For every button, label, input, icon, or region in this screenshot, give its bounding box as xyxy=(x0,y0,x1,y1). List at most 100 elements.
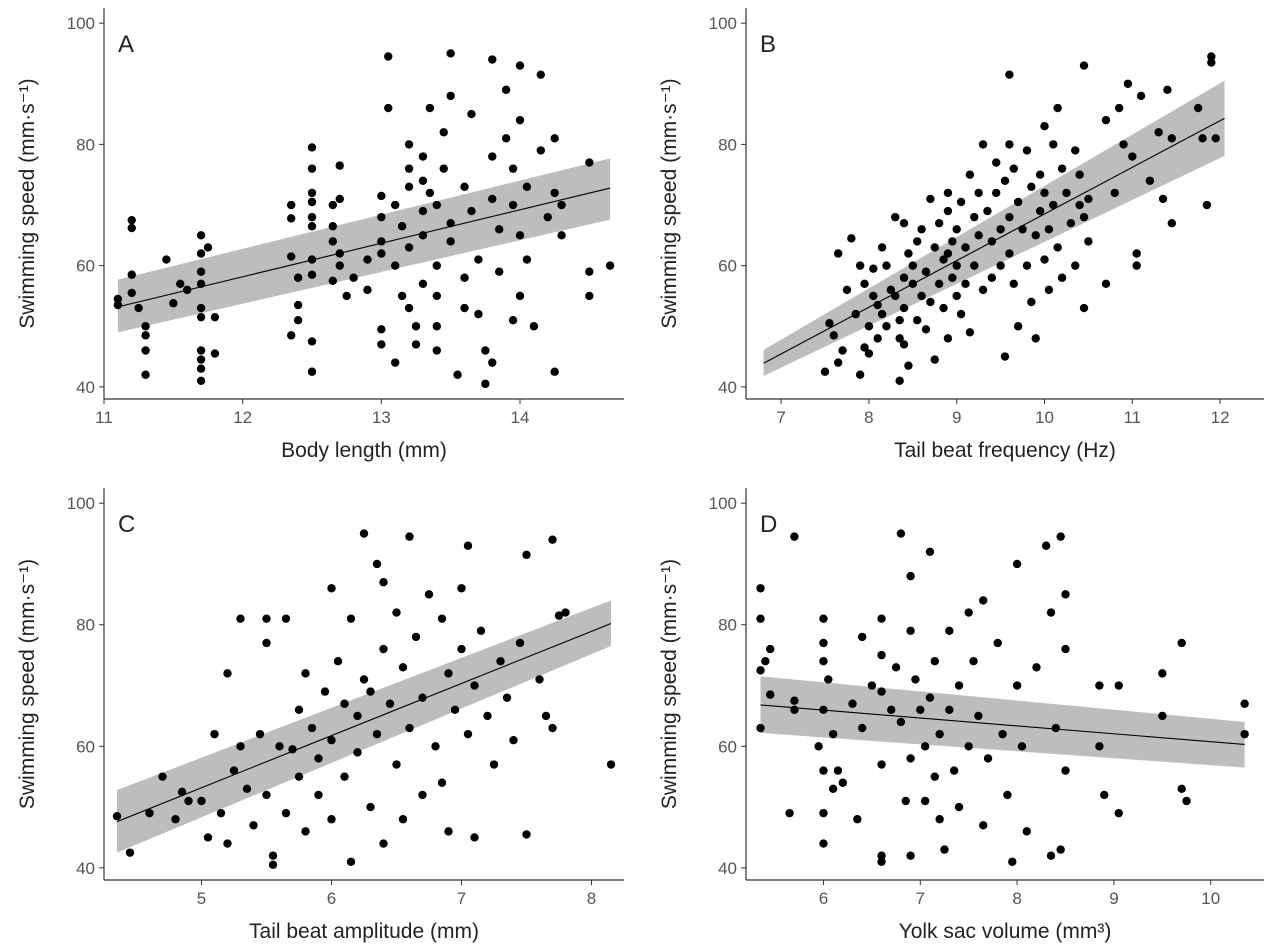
data-point xyxy=(346,614,356,623)
data-point xyxy=(585,158,594,167)
data-point xyxy=(1158,194,1168,204)
data-point xyxy=(1046,851,1056,860)
data-point xyxy=(281,614,291,623)
data-point xyxy=(1240,699,1249,708)
data-point xyxy=(864,349,874,358)
data-point xyxy=(488,358,497,367)
data-point xyxy=(457,644,466,654)
data-point xyxy=(833,766,843,775)
data-point xyxy=(1066,219,1076,228)
data-point xyxy=(908,261,918,270)
data-point xyxy=(158,772,167,781)
data-point xyxy=(996,225,1005,234)
x-axis-label: Tail beat amplitude (mm) xyxy=(249,920,479,943)
data-point xyxy=(1075,170,1084,179)
data-point xyxy=(327,584,336,593)
x-tick-label: 11 xyxy=(1123,408,1141,427)
data-point xyxy=(1100,790,1109,800)
data-point xyxy=(307,222,317,231)
y-tick-label: 100 xyxy=(709,14,737,33)
x-tick-label: 10 xyxy=(1201,889,1220,908)
data-point xyxy=(349,273,358,282)
data-point xyxy=(895,334,904,343)
data-point xyxy=(307,270,317,279)
y-axis-label: Swimming speed (mm·s⁻¹) xyxy=(16,559,39,809)
data-point xyxy=(404,243,414,252)
data-point xyxy=(216,808,226,818)
data-point xyxy=(1027,297,1036,307)
data-point xyxy=(930,772,940,781)
data-point xyxy=(1177,638,1186,648)
data-point xyxy=(432,261,441,270)
data-point xyxy=(1123,79,1133,88)
data-point xyxy=(307,337,317,346)
data-point xyxy=(925,693,935,702)
data-point xyxy=(819,808,828,818)
data-point xyxy=(529,322,539,331)
data-point xyxy=(925,547,935,557)
data-point xyxy=(1009,164,1018,173)
data-point xyxy=(550,188,559,198)
data-point xyxy=(930,243,939,252)
data-point xyxy=(483,711,492,721)
data-point xyxy=(335,249,344,258)
data-point xyxy=(196,346,206,355)
data-point xyxy=(342,291,351,301)
data-point xyxy=(385,699,395,708)
data-point xyxy=(340,699,349,708)
x-axis-label: Body length (mm) xyxy=(281,439,447,462)
data-point xyxy=(460,273,469,282)
data-point xyxy=(886,285,896,295)
data-point xyxy=(814,742,823,751)
data-point xyxy=(474,255,483,264)
y-axis-label: Swimming speed (mm·s⁻¹) xyxy=(658,78,681,328)
x-tick-label: 7 xyxy=(457,889,466,908)
data-point xyxy=(262,614,271,623)
data-point xyxy=(328,276,337,285)
data-point xyxy=(1041,541,1051,550)
data-point xyxy=(908,279,918,289)
x-axis-label: Yolk sac volume (mm³) xyxy=(899,920,1112,943)
data-point xyxy=(508,164,518,173)
data-point xyxy=(1079,212,1089,222)
data-point xyxy=(515,291,525,301)
data-point xyxy=(141,322,150,331)
data-point xyxy=(177,787,187,797)
data-point xyxy=(501,85,511,95)
data-point xyxy=(1095,681,1104,690)
data-point xyxy=(983,754,993,763)
data-point xyxy=(554,611,564,620)
data-point xyxy=(210,729,219,739)
data-point xyxy=(838,778,848,787)
data-point xyxy=(392,760,401,769)
data-point xyxy=(901,796,910,806)
data-point xyxy=(287,252,296,261)
regression-line xyxy=(116,623,612,823)
data-point xyxy=(463,729,473,739)
data-point xyxy=(377,191,386,201)
data-point xyxy=(548,535,557,544)
data-point xyxy=(934,219,944,228)
data-point xyxy=(1005,140,1014,149)
data-point xyxy=(945,705,954,715)
data-point xyxy=(439,164,448,173)
data-point xyxy=(557,200,566,210)
data-point xyxy=(335,194,344,204)
data-point xyxy=(585,291,594,301)
data-point xyxy=(926,194,935,204)
data-point xyxy=(930,657,940,666)
data-point xyxy=(127,223,136,233)
data-point xyxy=(162,255,171,264)
data-point xyxy=(943,249,953,258)
data-point xyxy=(987,237,997,246)
data-point xyxy=(392,608,401,617)
y-tick-label: 40 xyxy=(76,859,95,878)
data-point xyxy=(397,291,407,301)
data-point xyxy=(397,222,407,231)
data-point xyxy=(857,723,867,733)
data-point xyxy=(307,188,317,198)
data-point xyxy=(785,808,794,818)
data-point xyxy=(432,322,441,331)
y-tick-label: 80 xyxy=(76,135,95,154)
data-point xyxy=(1079,303,1089,313)
